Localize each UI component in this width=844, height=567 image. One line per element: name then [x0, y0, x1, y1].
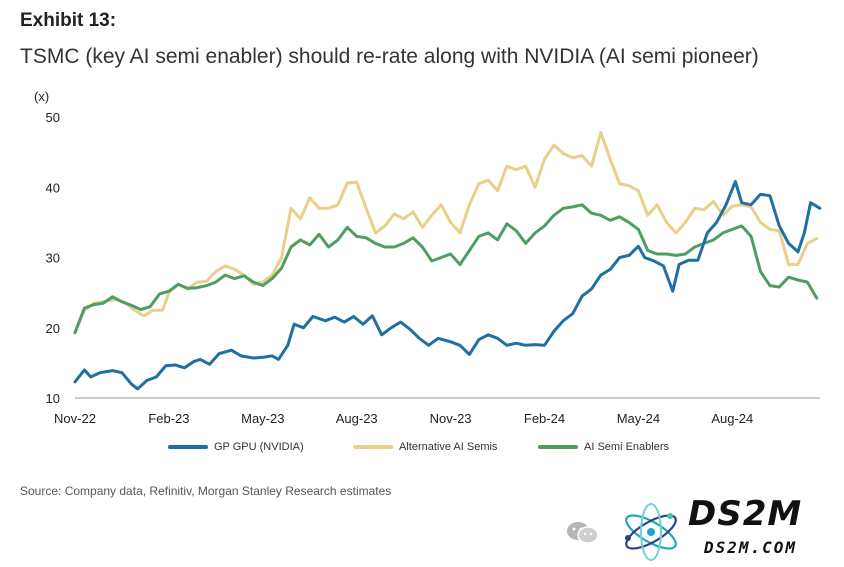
- atom-logo-icon: [618, 502, 684, 567]
- x-tick-label: Aug-23: [336, 411, 378, 426]
- x-tick-label: Feb-23: [148, 411, 189, 426]
- y-axis-unit-label: (x): [34, 89, 49, 104]
- wechat-icon: [566, 520, 600, 551]
- x-tick-label: Feb-24: [524, 411, 565, 426]
- y-tick-label: 40: [46, 180, 60, 195]
- series-line-nvidia: [73, 180, 822, 391]
- watermark-brand: DS2M: [688, 494, 803, 534]
- y-axis: 10 20 30 40 50: [46, 110, 60, 406]
- legend-label-alternative: Alternative AI Semis: [399, 441, 498, 453]
- legend-swatch-alternative: [353, 445, 393, 449]
- x-tick-label: Nov-22: [54, 411, 96, 426]
- y-tick-label: 10: [46, 391, 60, 406]
- x-tick-label: May-24: [617, 411, 660, 426]
- chart-title: TSMC (key AI semi enabler) should re-rat…: [20, 45, 759, 68]
- legend-item-enablers: AI Semi Enablers: [538, 441, 669, 453]
- series-layer: [73, 131, 822, 391]
- legend-item-nvidia: GP GPU (NVIDIA): [168, 441, 304, 453]
- y-tick-label: 50: [46, 110, 60, 125]
- x-axis: Nov-22 Feb-23 May-23 Aug-23 Nov-23 Feb-24 May-…: [54, 397, 820, 426]
- series-line-enablers: [73, 203, 819, 335]
- x-tick-label: May-23: [241, 411, 284, 426]
- x-tick-label: Nov-23: [430, 411, 472, 426]
- legend: GP GPU (NVIDIA) Alternative AI Semis AI …: [0, 441, 844, 461]
- legend-swatch-nvidia: [168, 445, 208, 449]
- legend-label-enablers: AI Semi Enablers: [584, 441, 669, 453]
- legend-label-nvidia: GP GPU (NVIDIA): [214, 441, 304, 453]
- series-line-alternative: [73, 131, 819, 335]
- y-tick-label: 20: [46, 321, 60, 336]
- legend-item-alternative: Alternative AI Semis: [353, 441, 497, 453]
- y-tick-label: 30: [46, 251, 60, 266]
- exhibit-label: Exhibit 13:: [20, 10, 117, 31]
- watermark-url: DS2M.COM: [704, 538, 798, 557]
- legend-swatch-enablers: [538, 445, 578, 449]
- source-note: Source: Company data, Refinitiv, Morgan …: [20, 484, 392, 498]
- x-tick-label: Aug-24: [711, 411, 753, 426]
